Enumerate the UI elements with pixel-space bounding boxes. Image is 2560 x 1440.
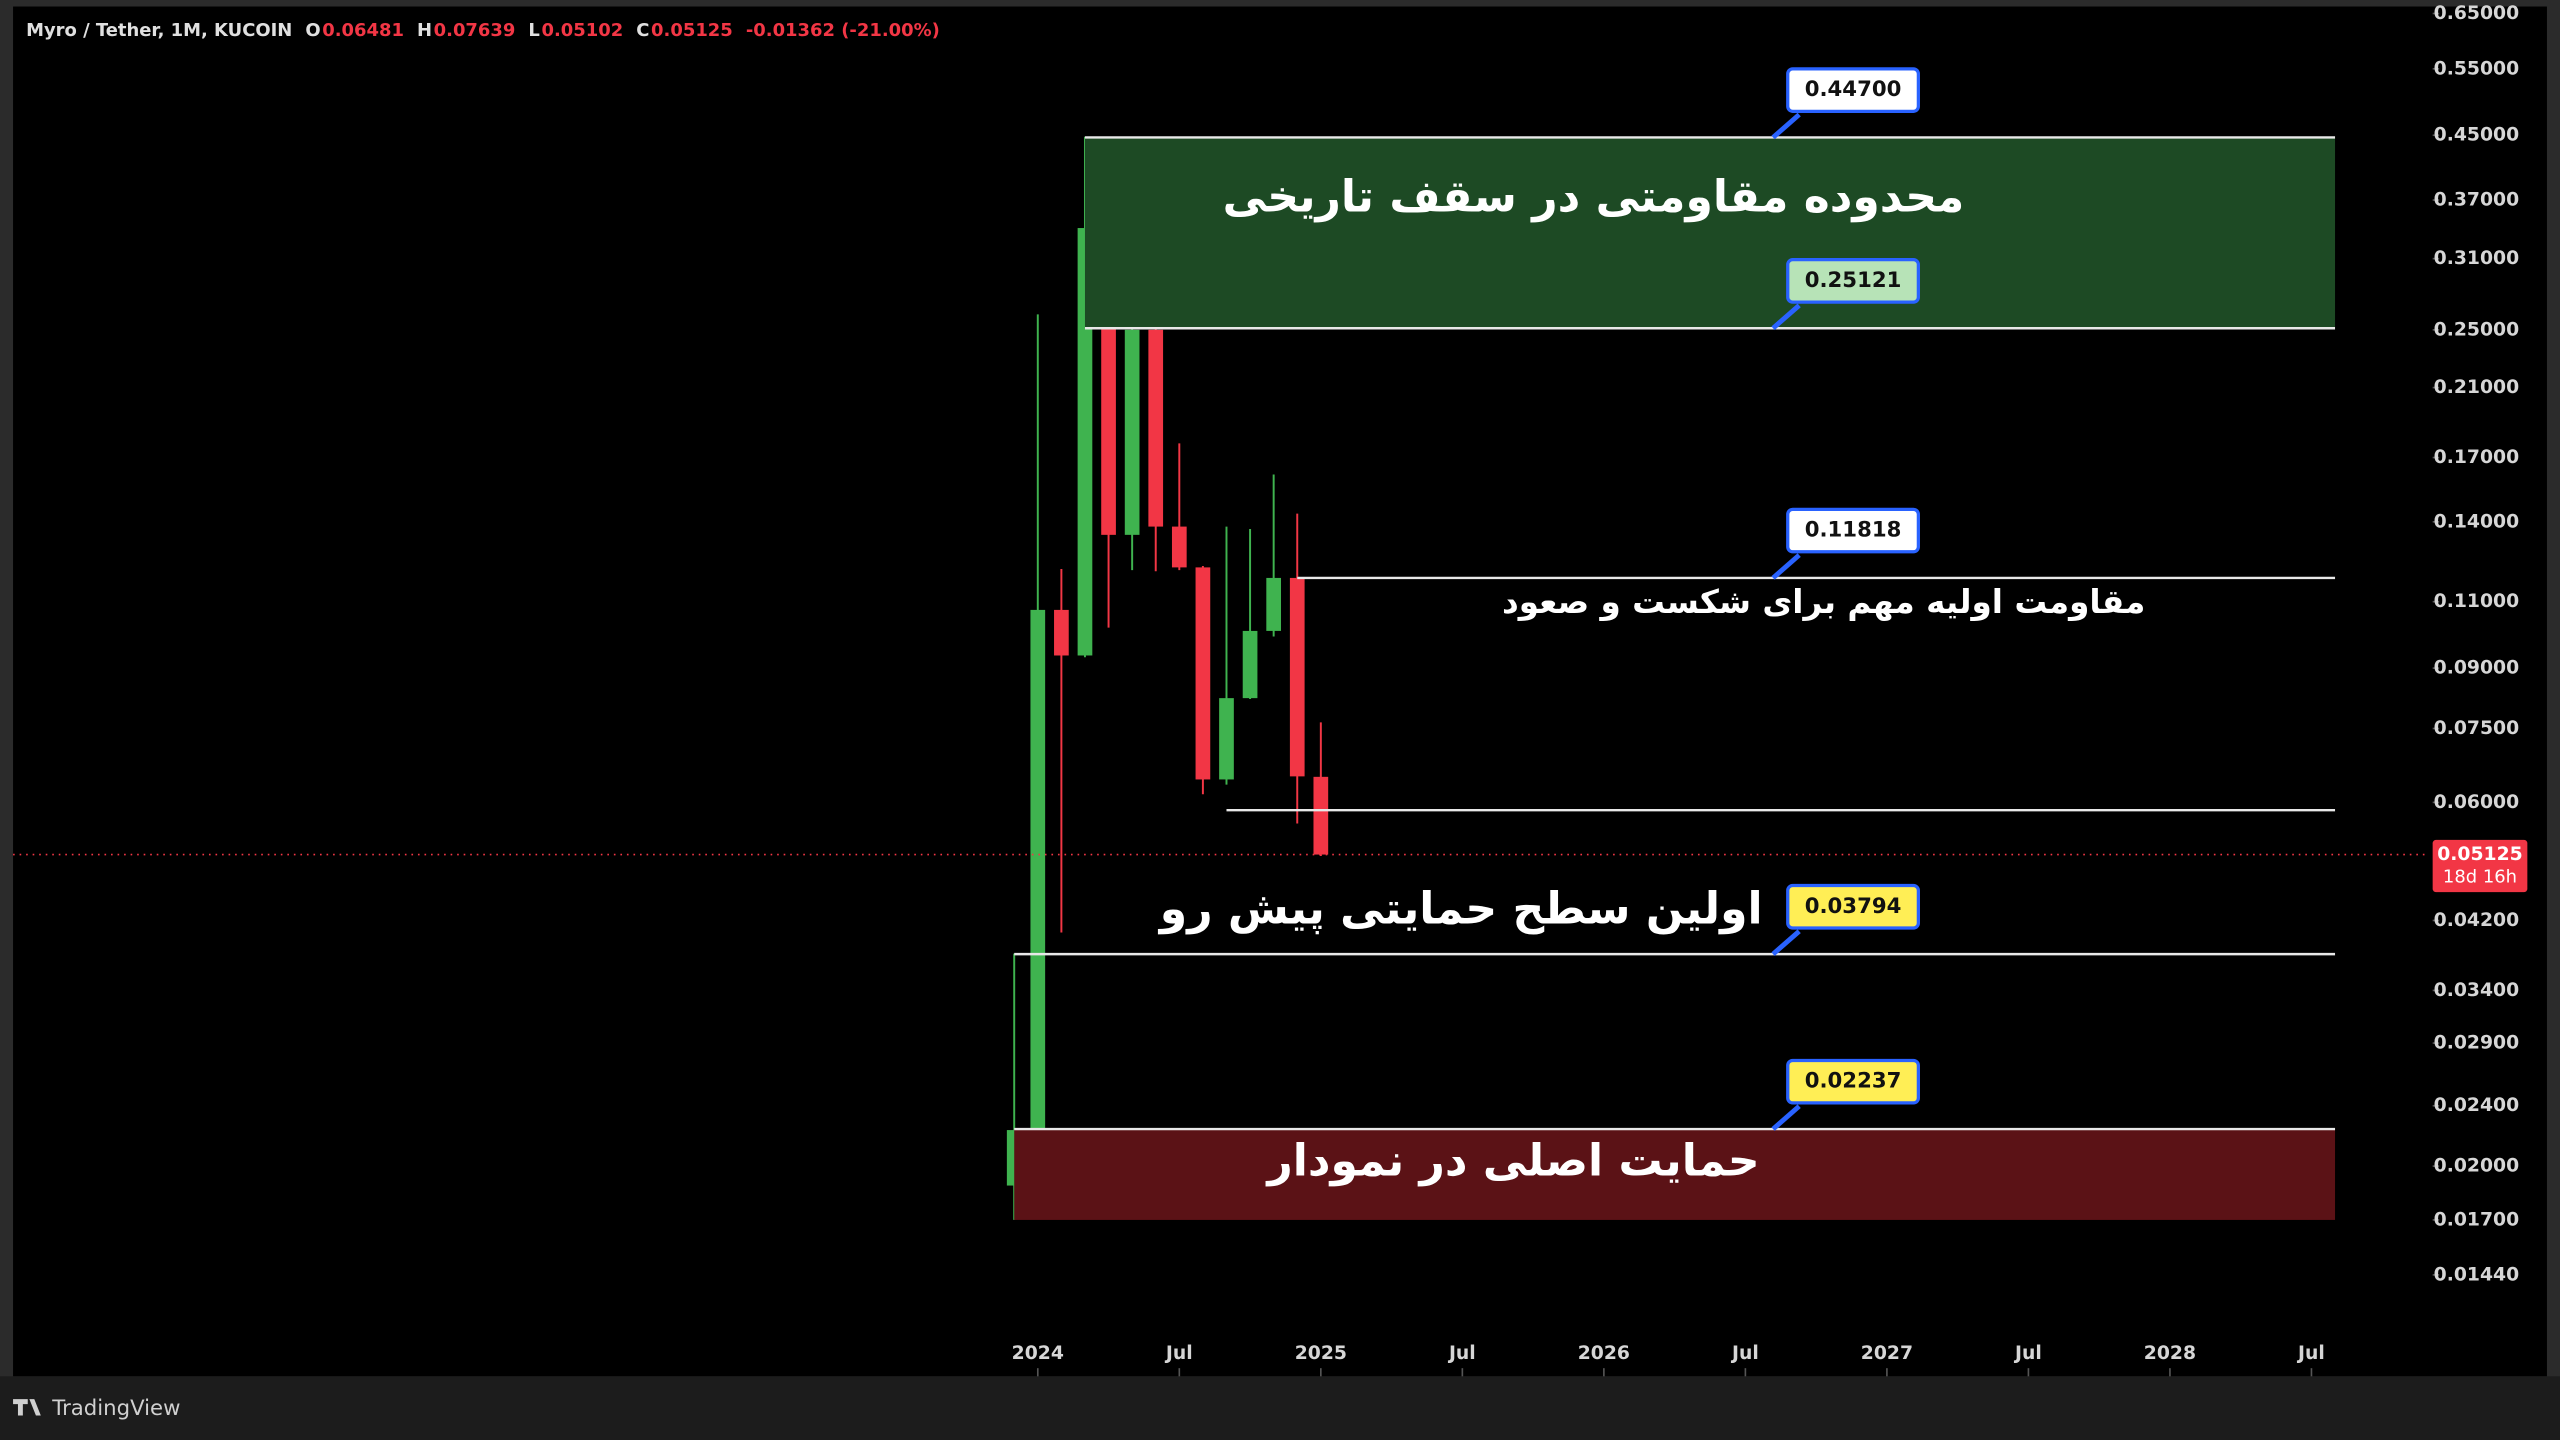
zone-annotation: حمایت اصلی در نمودار [1265,1135,1759,1186]
label-pointer [1771,303,1801,331]
level-annotation: اولین سطح حمایتی پیش رو [1158,884,1763,935]
candle-body [1195,567,1211,780]
y-tick-label: 0.06000 [2434,792,2519,813]
candle-body [1030,609,1046,1131]
y-tick-label: 0.02000 [2434,1156,2519,1177]
countdown: 18d 16h [2443,866,2517,887]
level-label: 0.44700 [1805,77,1902,102]
level-label: 0.03794 [1805,894,1902,919]
y-tick-label: 0.09000 [2434,658,2519,679]
ohlc-value: 0.06481 [322,20,404,41]
ohlc-value: 0.05125 [651,20,733,41]
level-label-box [1786,258,1920,304]
label-pointer [1771,1104,1801,1131]
level-label-box [1786,883,1920,930]
last-price-box [2432,839,2528,893]
ohlc-key: O [305,20,320,41]
y-tick-label: 0.02900 [2434,1033,2519,1054]
y-tick-label: 0.01700 [2434,1209,2519,1230]
x-tick-label: 2025 [1295,1343,1347,1364]
level-label-box [1786,1058,1920,1105]
brand-logo [13,1399,41,1416]
x-tick-label: 2028 [2144,1343,2196,1364]
x-tick-label: 2027 [1861,1343,1913,1364]
zone [1014,1129,2336,1220]
y-tick-label: 0.03400 [2434,980,2519,1001]
y-tick-label: 0.25000 [2434,319,2519,340]
candle-body [1242,630,1258,699]
level-annotation: مقاومت اولیه مهم برای شکست و صعود [1502,583,2145,622]
chart-title: Myro / Tether, 1M, KUCOIN [26,20,292,41]
x-tick-label: 2026 [1578,1343,1630,1364]
zone-annotation: محدوده مقاومتی در سقف تاریخی [1223,171,1965,222]
y-tick-label: 0.02400 [2434,1095,2519,1116]
candle-body [1077,228,1093,656]
label-pointer [1771,929,1801,956]
ohlc-value: 0.07639 [434,20,516,41]
level-label-box [1786,67,1920,113]
y-tick-label: 0.11000 [2434,591,2519,612]
footer-bar [0,1376,2560,1440]
x-tick-label: Jul [2296,1343,2325,1364]
x-tick-label: Jul [1730,1343,1759,1364]
y-tick-label: 0.45000 [2434,125,2519,146]
x-tick-label: Jul [1164,1343,1193,1364]
candle-body [1148,329,1164,527]
y-tick-label: 0.01440 [2434,1264,2519,1285]
level-label: 0.02237 [1805,1069,1902,1094]
ohlc-key: L [528,20,539,41]
candle-body [1289,577,1305,777]
y-tick-label: 0.31000 [2434,248,2519,269]
candle-body [1266,577,1282,631]
candle-body [1054,609,1069,656]
candle-body [1313,776,1329,855]
last-price-label: 0.05125 [2437,844,2522,865]
y-tick-label: 0.07500 [2434,718,2519,739]
x-tick-label: 2024 [1012,1343,1064,1364]
candle-body [1219,698,1234,780]
candle-body [1124,329,1140,535]
y-tick-label: 0.21000 [2434,377,2519,398]
ohlc-key: H [417,20,432,41]
level-label: 0.25121 [1805,268,1902,293]
y-tick-label: 0.37000 [2434,190,2519,211]
zone [1084,137,2336,329]
level-label: 0.11818 [1805,518,1902,543]
x-tick-label: Jul [2013,1343,2042,1364]
y-tick-label: 0.65000 [2434,3,2519,24]
y-tick-label: 0.17000 [2434,447,2519,468]
ohlc-value: 0.05102 [542,20,624,41]
change: -0.01362 (-21.00%) [746,20,940,41]
level-label-box [1786,507,1920,554]
y-tick-label: 0.04200 [2434,910,2519,931]
x-tick-label: Jul [1447,1343,1476,1364]
label-pointer [1771,112,1801,140]
y-tick-label: 0.55000 [2434,58,2519,79]
label-pointer [1771,553,1801,580]
candle-body [1171,526,1187,568]
y-tick-label: 0.14000 [2434,511,2519,532]
ohlc-key: C [636,20,649,41]
brand: TradingView [51,1396,180,1421]
